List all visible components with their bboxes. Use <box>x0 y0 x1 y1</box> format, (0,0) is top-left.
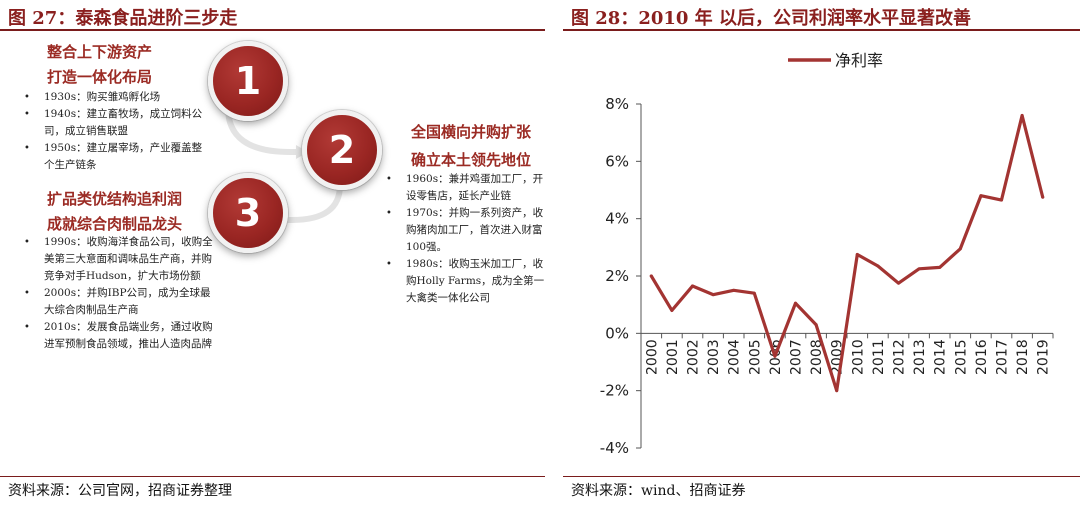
data-point <box>1000 198 1003 202</box>
data-point <box>691 284 694 288</box>
stage-1-heading-line2: 打造一体化布局 <box>47 68 153 86</box>
stage-2-bullet-list: 1960s：兼并鸡蛋加工厂，开设零售店，延长产业链 1970s：并购一系列资产，… <box>380 171 550 307</box>
x-tick-label: 2015 <box>953 339 969 375</box>
series-line-净利率 <box>649 113 1045 393</box>
y-tick-label: 2% <box>605 267 629 285</box>
net-margin-line-chart: -4%-2%0%2%4%6%8%2000 2001 2002 2003 2004 2005… <box>600 51 1054 457</box>
y-tick-label: 8% <box>605 95 629 113</box>
stage-3-bullet-list: 1990s：收购海洋食品公司，收购全美第三大意面和调味品生产商，并购竞争对手Hu… <box>18 234 218 353</box>
figure-27-title: 图 27：泰森食品进阶三步走 <box>8 8 238 29</box>
x-tick-label: 2018 <box>1015 339 1031 375</box>
stage-1-badge: 1 <box>208 41 288 121</box>
stage-1-bullet: 1950s：建立屠宰场，产业覆盖整个生产链条 <box>18 140 208 174</box>
title-rule <box>563 29 1080 31</box>
x-tick-label: 2013 <box>912 339 928 375</box>
data-point <box>1041 195 1045 199</box>
stage-2-badge: 2 <box>302 110 382 190</box>
stage-1-bullet: 1930s：购买雏鸡孵化场 <box>18 89 208 106</box>
x-tick-label: 2010 <box>850 339 866 375</box>
stage-2-bullet: 1980s：收购玉米加工厂，收购Holly Farms，成为全第一大禽类一体化公… <box>380 256 550 307</box>
x-tick-label: 2014 <box>933 339 949 375</box>
data-point <box>773 354 777 358</box>
y-tick-label: -4% <box>600 439 629 457</box>
stage-2-bullet: 1960s：兼并鸡蛋加工厂，开设零售店，延长产业链 <box>380 171 550 205</box>
data-point <box>670 308 674 312</box>
x-tick-label: 2007 <box>789 339 805 375</box>
x-tick-label: 2017 <box>995 339 1011 375</box>
figure-28-title: 图 28：2010 年 以后，公司利润率水平显著改善 <box>571 8 971 29</box>
data-point <box>855 253 859 256</box>
data-point <box>814 323 818 327</box>
source-rule <box>563 476 1080 477</box>
y-tick-label: 4% <box>605 210 629 228</box>
data-point <box>897 281 900 285</box>
data-point <box>794 301 797 305</box>
x-tick-label: 2012 <box>892 339 908 375</box>
title-rule <box>0 29 545 31</box>
x-tick-label: 2002 <box>686 339 702 375</box>
stage-2-heading-line1: 全国横向并购扩张 <box>411 123 532 141</box>
stage-1-heading-line1: 整合上下游资产 <box>47 43 153 61</box>
data-point <box>938 265 942 269</box>
stage-3-bullet: 1990s：收购海洋食品公司，收购全美第三大意面和调味品生产商，并购竞争对手Hu… <box>18 234 218 285</box>
data-point <box>752 291 756 295</box>
x-tick-label: 2005 <box>747 339 763 375</box>
x-tick-label: 2004 <box>727 339 743 375</box>
data-point <box>958 247 962 251</box>
data-point <box>917 267 921 271</box>
x-tick-label: 2003 <box>706 339 722 375</box>
figure-28-source: 资料来源：wind、招商证券 <box>571 483 746 499</box>
legend-label: 净利率 <box>835 51 883 70</box>
data-point <box>1020 113 1024 117</box>
y-tick-label: -2% <box>600 382 629 400</box>
figure-28-panel: 图 28：2010 年 以后，公司利润率水平显著改善 -4% -2% 0% 2% 4% 6… <box>563 0 1080 505</box>
stage-2-bullet: 1970s：并购一系列资产，收购猪肉加工厂，首次进入财富100强。 <box>380 205 550 256</box>
data-point <box>835 389 839 393</box>
x-tick-label: 2016 <box>974 339 990 375</box>
data-point <box>732 288 736 292</box>
y-tick-label: 6% <box>605 152 629 170</box>
data-point <box>711 293 715 297</box>
data-point <box>876 264 880 268</box>
figure-27-panel: 图 27：泰森食品进阶三步走 整合上下游资产 打造一体化布局 1930s：购买雏… <box>0 0 545 505</box>
source-rule <box>0 476 545 477</box>
x-tick-label: 2000 <box>644 339 660 375</box>
stage-3-bullet: 2000s：并购IBP公司，成为全球最大综合肉制品生产商 <box>18 285 218 319</box>
stage-2-heading-line2: 确立本土领先地位 <box>411 151 532 169</box>
y-tick-label: 0% <box>605 324 629 342</box>
x-tick-label: 2001 <box>665 339 681 375</box>
stage-3-heading-line1: 扩品类优结构追利润 <box>47 190 183 208</box>
x-tick-label: 2011 <box>871 339 887 375</box>
stage-1-bullet: 1940s：建立畜牧场，成立饲料公司，成立销售联盟 <box>18 106 208 140</box>
stage-3-bullet: 2010s：发展食品端业务，通过收购进军预制食品领域，推出人造肉品牌 <box>18 319 218 353</box>
data-point <box>979 194 983 198</box>
x-tick-label: 2008 <box>809 339 825 375</box>
figure-27-source: 资料来源：公司官网，招商证券整理 <box>8 483 232 499</box>
stage-3-heading-line2: 成就综合肉制品龙头 <box>47 215 183 233</box>
data-point <box>649 274 653 278</box>
stage-1-bullet-list: 1930s：购买雏鸡孵化场 1940s：建立畜牧场，成立饲料公司，成立销售联盟 … <box>18 89 208 174</box>
x-tick-label: 2019 <box>1036 339 1052 375</box>
stage-3-badge: 3 <box>208 173 288 253</box>
